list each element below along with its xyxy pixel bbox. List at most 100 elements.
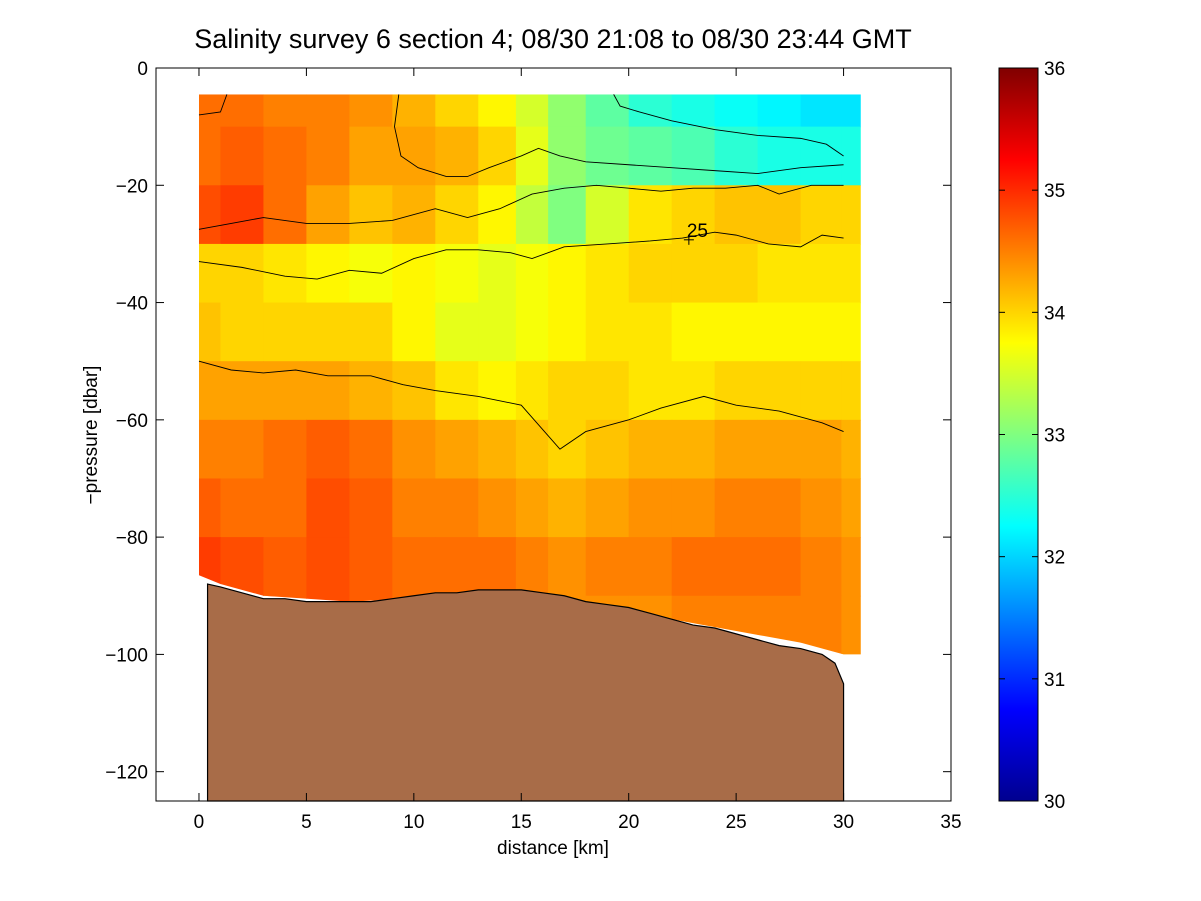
salinity-cell — [349, 94, 393, 128]
salinity-cell — [220, 361, 265, 421]
salinity-cell — [220, 94, 265, 128]
salinity-cell — [800, 243, 843, 304]
salinity-cell — [435, 94, 479, 128]
y-tick-label: 0 — [137, 59, 148, 80]
salinity-cell — [349, 361, 393, 421]
salinity-cell — [435, 537, 479, 597]
salinity-cell — [392, 478, 436, 538]
salinity-cell — [548, 94, 587, 128]
salinity-cell — [841, 94, 861, 128]
salinity-cell — [841, 126, 861, 186]
y-tick-label: −40 — [116, 294, 148, 315]
salinity-cell — [841, 243, 861, 304]
salinity-cell — [548, 478, 587, 538]
salinity-cell — [714, 185, 759, 245]
salinity-cell — [841, 595, 861, 655]
y-tick-label: −60 — [116, 411, 148, 432]
salinity-cell — [671, 94, 716, 128]
salinity-cell — [548, 537, 587, 597]
salinity-cell — [800, 537, 843, 597]
salinity-cell — [757, 419, 802, 480]
salinity-cell — [548, 302, 587, 362]
salinity-cell — [841, 537, 861, 597]
x-tick-label: 25 — [726, 812, 747, 833]
salinity-cell — [585, 126, 630, 186]
salinity-cell — [263, 126, 308, 186]
salinity-cell — [220, 126, 265, 186]
salinity-cell — [671, 478, 716, 538]
salinity-cell — [263, 537, 308, 597]
salinity-cell — [757, 243, 802, 304]
salinity-cell — [220, 243, 265, 304]
colorbar-tick-label: 36 — [1044, 59, 1065, 80]
contour-line — [198, 184, 844, 230]
salinity-cell — [548, 419, 587, 480]
salinity-cell — [548, 243, 587, 304]
salinity-cell — [349, 478, 393, 538]
y-axis: 0 −20 −40 −60 −80 −100 −120 — [105, 59, 951, 784]
salinity-cell — [478, 361, 517, 421]
salinity-cell — [515, 185, 549, 245]
y-tick-label: −20 — [116, 176, 148, 197]
x-tick-label: 20 — [618, 812, 639, 833]
salinity-cell — [435, 361, 479, 421]
salinity-cell — [306, 361, 350, 421]
salinity-cell — [757, 185, 802, 245]
salinity-cell — [628, 126, 673, 186]
salinity-cell — [306, 419, 350, 480]
salinity-cell — [628, 185, 673, 245]
salinity-cell — [220, 185, 265, 245]
salinity-cell — [478, 419, 517, 480]
colorbar-tick-label: 31 — [1044, 670, 1065, 691]
salinity-cell — [198, 185, 222, 245]
salinity-cell — [306, 185, 350, 245]
salinity-cell — [671, 361, 716, 421]
y-tick-label: −120 — [105, 763, 148, 784]
seafloor-bathymetry — [206, 583, 845, 802]
salinity-cell — [349, 537, 393, 597]
salinity-cell — [478, 243, 517, 304]
salinity-cell — [671, 185, 716, 245]
salinity-cell — [306, 478, 350, 538]
contour-line — [613, 94, 844, 157]
y-tick-label: −100 — [105, 645, 148, 666]
salinity-cell — [800, 185, 843, 245]
y-tick-label: −80 — [116, 528, 148, 549]
salinity-cell — [548, 361, 587, 421]
salinity-cell — [198, 419, 222, 480]
salinity-cell — [671, 126, 716, 186]
salinity-cell — [306, 537, 350, 597]
salinity-cell — [478, 94, 517, 128]
salinity-cell — [585, 537, 630, 597]
contour-label-marker — [683, 234, 694, 245]
salinity-cell — [263, 302, 308, 362]
salinity-cell — [435, 302, 479, 362]
salinity-cell — [671, 302, 716, 362]
x-axis: 0 5 10 15 20 25 30 35 — [194, 68, 962, 833]
salinity-cell — [263, 478, 308, 538]
salinity-cell — [435, 243, 479, 304]
plot-frame — [155, 67, 952, 802]
salinity-cell — [800, 94, 843, 128]
salinity-cell — [515, 478, 549, 538]
salinity-cell — [585, 185, 630, 245]
salinity-cell — [841, 419, 861, 480]
salinity-cell — [714, 478, 759, 538]
salinity-cell — [198, 126, 222, 186]
salinity-cell — [306, 126, 350, 186]
salinity-cell — [628, 302, 673, 362]
salinity-cell — [392, 94, 436, 128]
salinity-cell — [585, 243, 630, 304]
salinity-cell — [392, 419, 436, 480]
salinity-cell — [349, 302, 393, 362]
salinity-cell — [757, 537, 802, 597]
salinity-cell — [628, 537, 673, 597]
contour-line — [394, 94, 844, 177]
salinity-cell — [585, 361, 630, 421]
salinity-cell — [800, 361, 843, 421]
salinity-cell — [714, 419, 759, 480]
salinity-cell — [757, 361, 802, 421]
salinity-cell — [714, 302, 759, 362]
salinity-cell — [263, 361, 308, 421]
salinity-cell — [392, 126, 436, 186]
